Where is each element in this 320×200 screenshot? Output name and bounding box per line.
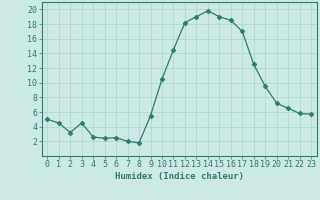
X-axis label: Humidex (Indice chaleur): Humidex (Indice chaleur) — [115, 172, 244, 181]
